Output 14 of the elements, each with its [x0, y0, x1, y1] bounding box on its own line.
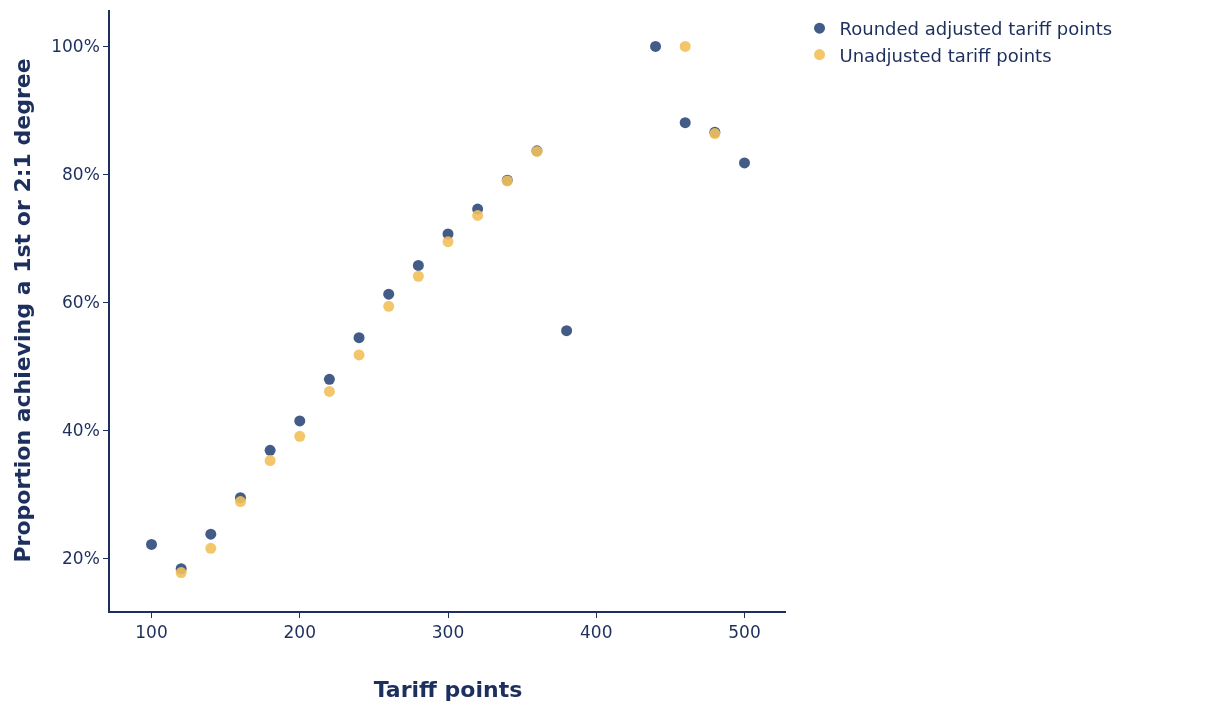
y-axis-title: Proportion achieving a 1st or 2:1 degree — [9, 58, 35, 563]
legend-label: Rounded adjusted tariff points — [839, 18, 1113, 40]
x-tick-label: 100 — [135, 622, 168, 643]
x-axis-title: Tariff points — [373, 676, 523, 702]
y-tick-label: 40% — [62, 420, 100, 441]
y-tick-label: 60% — [62, 292, 100, 313]
x-tick-label: 200 — [283, 622, 316, 643]
y-tick-label: 20% — [62, 548, 100, 569]
x-tick-label: 400 — [580, 622, 613, 643]
x-tick-label: 500 — [728, 622, 761, 643]
legend-label: Unadjusted tariff points — [839, 44, 1052, 66]
x-tick-label: 300 — [431, 622, 465, 643]
y-tick-label: 100% — [51, 36, 100, 57]
y-tick-label: 80% — [62, 164, 100, 185]
